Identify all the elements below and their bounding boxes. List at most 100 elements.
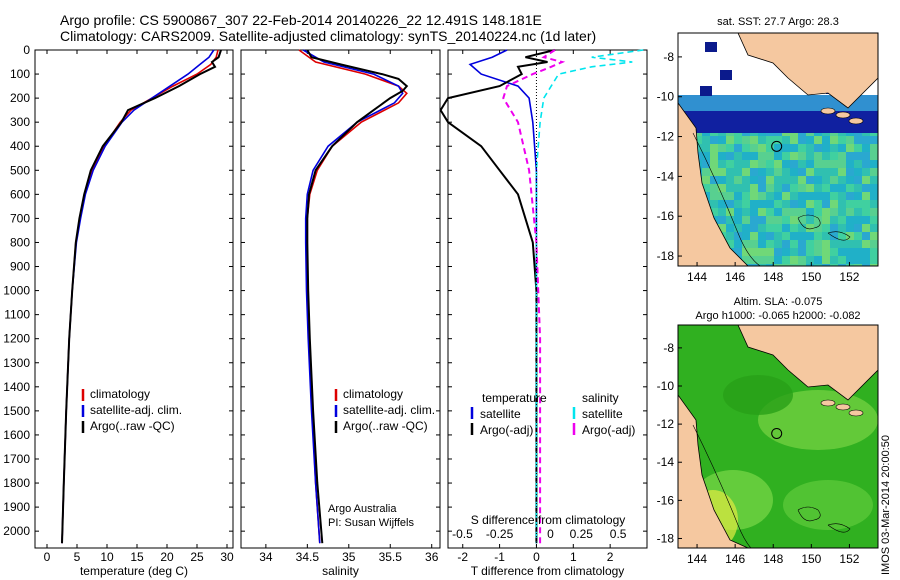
ocean-cell bbox=[862, 216, 870, 224]
y-tick-label: 500 bbox=[10, 163, 30, 177]
ocean-cell bbox=[766, 192, 774, 200]
ocean-cell bbox=[862, 144, 870, 152]
y-tick-label: 800 bbox=[10, 235, 30, 249]
ocean-cell bbox=[822, 248, 830, 256]
ocean-cell bbox=[790, 224, 798, 232]
ocean-cell bbox=[798, 232, 806, 240]
y-tick-label: 600 bbox=[10, 187, 30, 201]
series-line bbox=[502, 49, 566, 544]
ocean-cell bbox=[814, 232, 822, 240]
ocean-cell bbox=[790, 184, 798, 192]
ocean-cell bbox=[766, 264, 774, 266]
ocean-cell bbox=[798, 144, 806, 152]
map-y-tick-label: -16 bbox=[657, 209, 675, 223]
ocean-cell bbox=[806, 232, 814, 240]
ocean-cell bbox=[830, 176, 838, 184]
ocean-cell bbox=[862, 208, 870, 216]
island bbox=[820, 107, 836, 115]
ocean-cell bbox=[822, 152, 830, 160]
ocean-cell bbox=[830, 256, 838, 264]
ocean-cell bbox=[758, 256, 766, 264]
ocean-cell bbox=[718, 192, 726, 200]
ocean-cell bbox=[790, 216, 798, 224]
ocean-cell bbox=[846, 192, 854, 200]
ocean-cell bbox=[702, 184, 710, 192]
ocean-cell bbox=[774, 160, 782, 168]
ocean-cell bbox=[846, 224, 854, 232]
ocean-cell bbox=[870, 168, 878, 176]
ocean-cell bbox=[718, 200, 726, 208]
ocean-cell bbox=[758, 168, 766, 176]
ocean-cell bbox=[846, 176, 854, 184]
depth-contour bbox=[692, 424, 788, 548]
ocean-cell bbox=[846, 216, 854, 224]
ocean-cell bbox=[750, 200, 758, 208]
ocean-cell bbox=[766, 208, 774, 216]
ocean-cell bbox=[718, 224, 726, 232]
ocean-cell bbox=[830, 136, 838, 144]
ocean-cell bbox=[830, 208, 838, 216]
map-y-tick-label: -14 bbox=[657, 455, 675, 469]
ocean-cell bbox=[822, 168, 830, 176]
sst_map-frame bbox=[677, 32, 879, 267]
ocean-cell bbox=[726, 240, 734, 248]
ocean-cell bbox=[782, 240, 790, 248]
depth-contour bbox=[692, 132, 788, 266]
top-tick-label: 0.5 bbox=[610, 527, 627, 541]
legend-label: Argo(-adj) bbox=[582, 423, 635, 437]
ocean-cell bbox=[782, 232, 790, 240]
reef-contour bbox=[827, 523, 851, 533]
ocean-cell bbox=[790, 256, 798, 264]
cloud-cell bbox=[700, 86, 712, 96]
ocean-cell bbox=[726, 144, 734, 152]
ocean-cell bbox=[838, 248, 846, 256]
ocean-cell bbox=[710, 176, 718, 184]
ocean-cell bbox=[830, 144, 838, 152]
anomaly-blob bbox=[783, 480, 873, 530]
ocean-cell bbox=[782, 144, 790, 152]
map-x-tick-label: 144 bbox=[687, 270, 707, 284]
ocean-cell bbox=[830, 192, 838, 200]
map-x-tick-label: 146 bbox=[725, 270, 745, 284]
ocean-cell bbox=[798, 200, 806, 208]
ocean-cell bbox=[798, 152, 806, 160]
ocean-cell bbox=[814, 160, 822, 168]
ocean-cell bbox=[766, 200, 774, 208]
ocean-cell bbox=[870, 176, 878, 184]
ocean-cell bbox=[822, 256, 830, 264]
ocean-cell bbox=[798, 256, 806, 264]
ocean-cell bbox=[830, 216, 838, 224]
ocean-cell bbox=[758, 144, 766, 152]
ocean-cell bbox=[750, 240, 758, 248]
y-tick-label: 700 bbox=[10, 211, 30, 225]
ocean-cell bbox=[734, 232, 742, 240]
map-y-tick-label: -10 bbox=[657, 379, 675, 393]
x-tick-label: 34.5 bbox=[296, 550, 320, 564]
annotation-line: PI: Susan Wijffels bbox=[328, 517, 414, 529]
ocean-cell bbox=[782, 136, 790, 144]
ocean-cell bbox=[846, 264, 854, 266]
ocean-cell bbox=[830, 224, 838, 232]
ocean-cell bbox=[750, 248, 758, 256]
ocean-cell bbox=[798, 264, 806, 266]
ocean-cell bbox=[806, 176, 814, 184]
ocean-cell bbox=[718, 144, 726, 152]
ocean-cell bbox=[726, 224, 734, 232]
float-marker bbox=[771, 140, 783, 152]
ocean-cell bbox=[798, 240, 806, 248]
ocean-cell bbox=[758, 160, 766, 168]
ocean-cell bbox=[782, 208, 790, 216]
ocean-cell bbox=[846, 152, 854, 160]
ocean-cell bbox=[814, 216, 822, 224]
ocean-cell bbox=[854, 256, 862, 264]
ocean-cell bbox=[782, 200, 790, 208]
ocean-cell bbox=[798, 248, 806, 256]
ocean-cell bbox=[822, 160, 830, 168]
ocean-cell bbox=[782, 184, 790, 192]
legend-label: satellite-adj. clim. bbox=[90, 403, 182, 417]
ocean-cell bbox=[870, 144, 878, 152]
ocean-cell bbox=[758, 224, 766, 232]
ocean-cell bbox=[838, 216, 846, 224]
ocean-cell bbox=[742, 200, 750, 208]
map-y-tick-label: -10 bbox=[657, 90, 675, 104]
